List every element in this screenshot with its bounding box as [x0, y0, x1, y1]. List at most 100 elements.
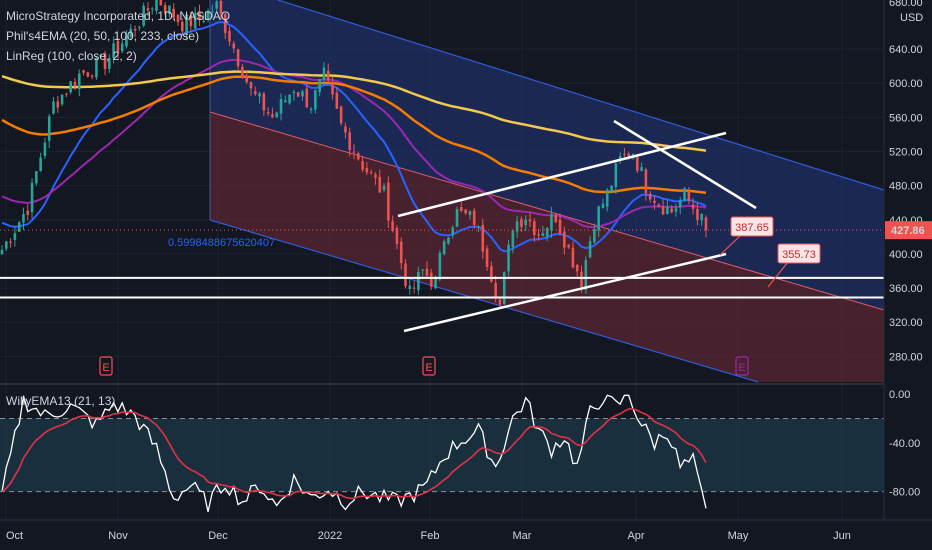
- candle: [86, 71, 90, 78]
- candle: [687, 187, 691, 205]
- candle: [245, 71, 248, 85]
- chart-title[interactable]: MicroStrategy Incorporated, 1D, NASDAQ: [6, 9, 231, 23]
- candle-body: [13, 233, 17, 240]
- candle: [412, 281, 416, 294]
- candle-body: [236, 49, 240, 67]
- candle: [425, 261, 429, 277]
- candle: [528, 212, 532, 227]
- candle-body: [494, 282, 497, 299]
- candle-body: [425, 268, 429, 276]
- candle-body: [30, 182, 34, 213]
- candle-body: [610, 185, 613, 191]
- candle-body: [700, 214, 703, 221]
- candle: [159, 0, 163, 6]
- candle-body: [9, 241, 12, 243]
- candle: [108, 54, 111, 73]
- candle: [223, 12, 227, 40]
- price-axis[interactable]: 680.00 USD 640.00 600.00 560.00 520.00 480.00 4…: [883, 0, 932, 520]
- candle-body: [138, 26, 141, 28]
- candle-body: [0, 249, 4, 255]
- candle-body: [142, 5, 145, 26]
- candle-body: [567, 244, 570, 248]
- earnings-marker-3: E: [735, 356, 749, 376]
- candle: [365, 161, 369, 175]
- candle: [168, 5, 171, 18]
- time-axis[interactable]: Oct Nov Dec 2022 Feb Mar Apr May Jun: [0, 519, 932, 550]
- candle-body: [322, 67, 326, 80]
- willy-line: [1, 394, 707, 512]
- osc-tick-label: -80.00: [889, 487, 920, 499]
- price-tick-label: 480.00: [889, 181, 923, 193]
- candle: [357, 151, 360, 161]
- candle: [597, 205, 600, 238]
- candle-body: [65, 93, 68, 95]
- candle: [498, 297, 502, 309]
- fib-ratio-label: 0.5998488675620407: [168, 237, 275, 249]
- ema50-line: [1, 58, 707, 229]
- candle-body: [17, 222, 21, 232]
- candle: [678, 196, 682, 215]
- candle-body: [584, 260, 588, 290]
- candle-body: [309, 108, 313, 110]
- candle: [77, 69, 81, 97]
- candle: [129, 24, 133, 41]
- time-tick-label: Mar: [513, 530, 532, 542]
- annotation-labels: 0.5998488675620407 387.65 355.73 E E E: [99, 216, 821, 376]
- candle: [567, 244, 570, 249]
- candle: [258, 91, 261, 104]
- candle-body: [223, 14, 227, 34]
- osc-tick-label: -40.00: [889, 438, 920, 450]
- candle-body: [438, 252, 442, 280]
- candle: [490, 261, 493, 283]
- candle: [352, 144, 356, 160]
- time-tick-label: 2022: [318, 530, 342, 542]
- candle-body: [575, 264, 579, 272]
- candle: [150, 7, 154, 15]
- candle-body: [305, 88, 309, 108]
- ema-indicator-legend[interactable]: Phil's4EMA (20, 50, 100, 233, close): [6, 29, 200, 43]
- time-tick-label: Oct: [6, 530, 23, 542]
- candle-body: [219, 0, 223, 14]
- candle-body: [206, 10, 210, 20]
- ema100-line: [1, 75, 707, 195]
- candle-body: [627, 153, 631, 159]
- time-axis-background: [0, 520, 932, 550]
- candle-body: [468, 211, 472, 215]
- candle-body: [168, 5, 171, 15]
- candle-body: [507, 244, 510, 272]
- candle-body: [434, 278, 437, 289]
- candle: [116, 37, 120, 59]
- candle: [331, 76, 334, 100]
- candle-body: [563, 231, 566, 248]
- candle-body: [580, 271, 583, 287]
- earnings-marker-box: [735, 356, 749, 376]
- candle-body: [344, 126, 347, 133]
- candle-body: [399, 241, 403, 264]
- wedge-upper-trendline: [397, 131, 727, 218]
- ema233-line: [1, 70, 707, 152]
- candle: [47, 114, 51, 149]
- candle-body: [56, 101, 60, 108]
- candle: [563, 226, 566, 255]
- earnings-marker-box: [422, 356, 436, 376]
- candle-body: [262, 93, 266, 111]
- channel-upper-zone: [210, 0, 884, 310]
- price-axis-background: [884, 0, 932, 520]
- candle-body: [678, 200, 682, 208]
- linreg-indicator-legend[interactable]: LinReg (100, close, 2, 2): [6, 49, 137, 63]
- candle-body: [502, 271, 506, 305]
- candle-body: [558, 219, 562, 234]
- candle: [288, 94, 291, 105]
- candle: [468, 210, 472, 220]
- candle: [670, 205, 673, 214]
- candle: [309, 106, 313, 114]
- channel-lower-line: [209, 219, 759, 383]
- candle: [120, 39, 124, 54]
- price-tick-label: 560.00: [889, 112, 923, 124]
- candle-body: [326, 70, 330, 81]
- candle-body: [498, 299, 502, 305]
- willy-indicator-legend[interactable]: WillyEMA13 (21, 13): [6, 394, 116, 408]
- candle: [696, 202, 699, 226]
- candle-body: [172, 8, 175, 18]
